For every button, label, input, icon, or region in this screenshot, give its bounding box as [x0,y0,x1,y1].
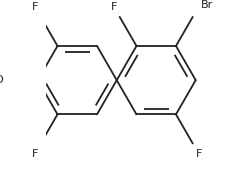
Text: F: F [111,2,117,12]
Text: F: F [32,2,38,12]
Text: Br: Br [201,0,213,10]
Text: F: F [32,149,38,159]
Text: F: F [195,149,202,159]
Text: O: O [0,75,3,85]
